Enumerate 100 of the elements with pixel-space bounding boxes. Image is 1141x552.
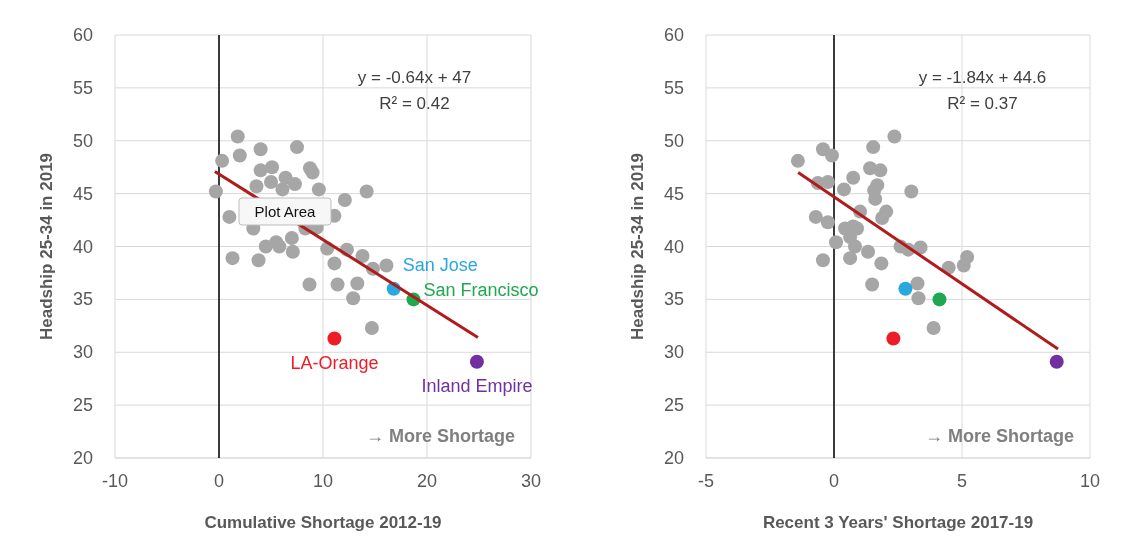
x-tick-label: -10	[101, 471, 129, 491]
point	[469, 354, 484, 369]
point	[222, 209, 237, 224]
point	[861, 244, 876, 259]
point	[887, 129, 902, 144]
y-tick-label: 20	[663, 448, 684, 468]
point	[337, 192, 352, 207]
point	[1049, 354, 1064, 369]
y-tick-label: 35	[663, 289, 684, 310]
point	[843, 251, 858, 266]
tooltip-box: Plot Area	[238, 197, 332, 226]
y-axis-title: Headship 25-34 in 2019	[37, 152, 56, 341]
point	[287, 177, 302, 192]
y-axis-title: Headship 25-34 in 2019	[628, 152, 647, 341]
point	[874, 256, 889, 271]
point	[904, 184, 919, 199]
point	[790, 153, 805, 168]
x-tick-label: 20	[416, 471, 438, 491]
y-tick-label: 30	[663, 342, 684, 363]
point	[327, 256, 342, 271]
point	[815, 253, 830, 268]
point	[327, 331, 342, 346]
annotation: R² = 0.37	[947, 94, 1018, 113]
point	[225, 251, 240, 266]
point	[272, 239, 287, 254]
series-label: San Francisco	[423, 280, 539, 301]
point	[824, 148, 839, 163]
point	[350, 276, 365, 291]
point	[258, 239, 273, 254]
point	[865, 277, 880, 292]
point	[253, 142, 268, 157]
y-tick-label: 35	[72, 289, 93, 310]
point	[379, 258, 394, 273]
point	[836, 182, 851, 197]
y-tick-label: 55	[72, 77, 93, 98]
x-tick-label: 30	[520, 471, 542, 491]
x-tick-label: 0	[213, 471, 225, 491]
point	[926, 320, 941, 335]
point	[847, 239, 862, 254]
point	[875, 210, 890, 225]
point	[305, 165, 320, 180]
point	[215, 153, 230, 168]
point	[208, 184, 223, 199]
point	[264, 174, 278, 189]
series-label: Inland Empire	[421, 375, 533, 396]
point	[910, 276, 925, 291]
x-tick-label: 10	[312, 471, 334, 491]
point	[285, 244, 300, 259]
point	[302, 277, 317, 292]
point	[829, 235, 844, 250]
x-tick-label: -5	[697, 471, 715, 491]
y-tick-label: 45	[72, 183, 93, 204]
x-axis-title: Cumulative Shortage 2012-19	[204, 513, 442, 532]
point	[251, 253, 266, 268]
point	[232, 148, 247, 163]
point	[311, 182, 326, 197]
point	[265, 160, 280, 175]
y-tick-label: 50	[663, 130, 684, 151]
annotation: R² = 0.42	[379, 94, 450, 113]
point	[253, 163, 268, 178]
point	[364, 320, 379, 335]
point	[275, 182, 290, 197]
x-tick-label: 0	[828, 471, 840, 491]
series-label: LA-Orange	[290, 352, 379, 373]
point	[808, 209, 823, 224]
y-tick-label: 40	[663, 236, 684, 257]
point	[866, 140, 881, 155]
point	[230, 129, 245, 144]
annotation: y = -0.64x + 47	[357, 68, 472, 87]
point	[249, 179, 264, 194]
point	[932, 292, 947, 307]
point	[911, 291, 926, 306]
y-tick-label: 60	[663, 25, 684, 45]
point	[886, 331, 901, 346]
point	[346, 291, 361, 306]
point	[898, 281, 913, 296]
x-tick-label: 5	[956, 471, 968, 491]
y-tick-label: 55	[663, 77, 684, 98]
annotation: → More Shortage	[365, 426, 515, 446]
y-tick-label: 50	[72, 130, 93, 151]
annotation: y = -1.84x + 44.6	[918, 68, 1047, 87]
y-tick-label: 25	[663, 395, 684, 416]
point	[330, 277, 345, 292]
point	[820, 215, 835, 230]
y-tick-label: 25	[72, 395, 93, 416]
y-tick-label: 20	[72, 448, 93, 468]
y-tick-label: 40	[72, 236, 93, 257]
point	[846, 170, 861, 185]
x-axis-title: Recent 3 Years' Shortage 2017-19	[762, 513, 1034, 532]
point	[355, 249, 370, 264]
point	[284, 231, 299, 246]
point	[820, 174, 835, 189]
annotation: Plot Area	[254, 203, 317, 220]
y-tick-label: 30	[72, 342, 93, 363]
series-label: San Jose	[402, 254, 478, 275]
annotation: → More Shortage	[924, 426, 1074, 446]
point	[956, 258, 971, 273]
point	[359, 184, 374, 199]
y-tick-label: 45	[663, 183, 684, 204]
x-tick-label: 10	[1079, 471, 1101, 491]
